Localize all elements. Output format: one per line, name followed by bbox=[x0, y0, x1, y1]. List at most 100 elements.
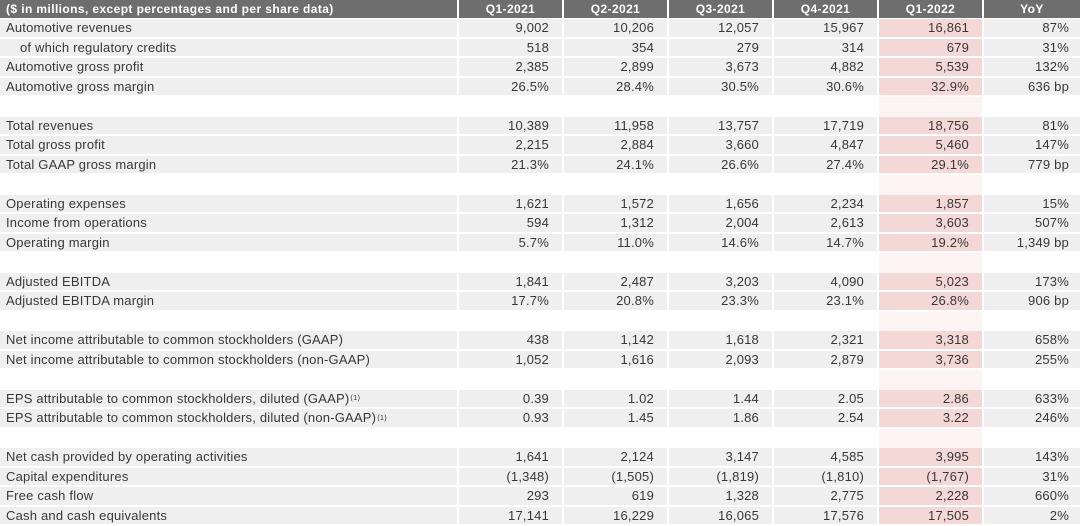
cell-q2-2021: 2,884 bbox=[562, 136, 667, 156]
cell-q2-2021: 20.8% bbox=[562, 292, 667, 312]
table-row: Total GAAP gross margin 21.3% 24.1% 26.6… bbox=[0, 155, 1080, 175]
cell-q3-2021: 16,065 bbox=[667, 506, 772, 526]
table-row: Operating expenses 1,621 1,572 1,656 2,2… bbox=[0, 194, 1080, 214]
row-label: Net cash provided by operating activitie… bbox=[0, 448, 457, 468]
cell-yoy: 31% bbox=[982, 38, 1080, 58]
spacer-cell bbox=[982, 175, 1080, 195]
spacer-cell bbox=[562, 175, 667, 195]
table-row: Cash and cash equivalents 17,141 16,229 … bbox=[0, 506, 1080, 526]
table-row: Net income attributable to common stockh… bbox=[0, 350, 1080, 370]
spacer-cell bbox=[0, 428, 457, 448]
spacer-cell bbox=[772, 97, 877, 117]
spacer-cell bbox=[562, 428, 667, 448]
cell-yoy: 660% bbox=[982, 487, 1080, 507]
cell-q1-2022-highlighted: 679 bbox=[877, 38, 982, 58]
cell-q1-2022-highlighted: 18,756 bbox=[877, 116, 982, 136]
row-label: Total gross profit bbox=[0, 136, 457, 156]
cell-q3-2021: 3,660 bbox=[667, 136, 772, 156]
spacer-cell bbox=[877, 175, 982, 195]
cell-q1-2021: 5.7% bbox=[457, 233, 562, 253]
cell-q4-2021: 17,719 bbox=[772, 116, 877, 136]
spacer-cell bbox=[0, 370, 457, 390]
cell-yoy: 255% bbox=[982, 350, 1080, 370]
cell-q3-2021: 2,093 bbox=[667, 350, 772, 370]
header-yoy: YoY bbox=[982, 0, 1080, 19]
cell-q4-2021: 15,967 bbox=[772, 19, 877, 39]
spacer-cell bbox=[0, 253, 457, 273]
cell-q4-2021: 4,847 bbox=[772, 136, 877, 156]
table-row: Adjusted EBITDA 1,841 2,487 3,203 4,090 … bbox=[0, 272, 1080, 292]
row-label: Total GAAP gross margin bbox=[0, 155, 457, 175]
table-body: Automotive revenues 9,002 10,206 12,057 … bbox=[0, 19, 1080, 526]
cell-q2-2021: 2,487 bbox=[562, 272, 667, 292]
cell-q4-2021: 2.05 bbox=[772, 389, 877, 409]
header-q2-2021: Q2-2021 bbox=[562, 0, 667, 19]
cell-q4-2021: 314 bbox=[772, 38, 877, 58]
header-q4-2021: Q4-2021 bbox=[772, 0, 877, 19]
cell-q4-2021: 27.4% bbox=[772, 155, 877, 175]
cell-yoy: 779 bp bbox=[982, 155, 1080, 175]
cell-q4-2021: 4,882 bbox=[772, 58, 877, 78]
spacer-cell bbox=[772, 311, 877, 331]
cell-q1-2022-highlighted: 2.86 bbox=[877, 389, 982, 409]
row-label: Net income attributable to common stockh… bbox=[0, 331, 457, 351]
spacer-cell bbox=[667, 370, 772, 390]
row-label: Free cash flow bbox=[0, 487, 457, 507]
cell-q2-2021: 2,899 bbox=[562, 58, 667, 78]
cell-q1-2022-highlighted: 32.9% bbox=[877, 77, 982, 97]
cell-q1-2022-highlighted: 1,857 bbox=[877, 194, 982, 214]
cell-q4-2021: 23.1% bbox=[772, 292, 877, 312]
cell-q1-2022-highlighted: 3.22 bbox=[877, 409, 982, 429]
cell-q3-2021: 26.6% bbox=[667, 155, 772, 175]
cell-q1-2022-highlighted: 5,460 bbox=[877, 136, 982, 156]
row-label: Automotive revenues bbox=[0, 19, 457, 39]
row-label: Adjusted EBITDA bbox=[0, 272, 457, 292]
cell-q4-2021: 4,585 bbox=[772, 448, 877, 468]
cell-q2-2021: 619 bbox=[562, 487, 667, 507]
cell-q4-2021: 2,234 bbox=[772, 194, 877, 214]
section-spacer-row bbox=[0, 311, 1080, 331]
cell-q4-2021: 2,321 bbox=[772, 331, 877, 351]
cell-q1-2021: 293 bbox=[457, 487, 562, 507]
row-label: EPS attributable to common stockholders,… bbox=[0, 389, 457, 409]
cell-q3-2021: 12,057 bbox=[667, 19, 772, 39]
table-row: of which regulatory credits 518 354 279 … bbox=[0, 38, 1080, 58]
cell-q3-2021: 14.6% bbox=[667, 233, 772, 253]
row-label: Operating margin bbox=[0, 233, 457, 253]
cell-q1-2021: 21.3% bbox=[457, 155, 562, 175]
cell-yoy: 2% bbox=[982, 506, 1080, 526]
cell-q1-2021: 10,389 bbox=[457, 116, 562, 136]
row-label: EPS attributable to common stockholders,… bbox=[0, 409, 457, 429]
spacer-cell bbox=[562, 370, 667, 390]
cell-q1-2021: (1,348) bbox=[457, 467, 562, 487]
cell-yoy: 173% bbox=[982, 272, 1080, 292]
cell-q1-2021: 26.5% bbox=[457, 77, 562, 97]
cell-q2-2021: 11.0% bbox=[562, 233, 667, 253]
header-q1-2022: Q1-2022 bbox=[877, 0, 982, 19]
row-label: Capital expenditures bbox=[0, 467, 457, 487]
table-row: Adjusted EBITDA margin 17.7% 20.8% 23.3%… bbox=[0, 292, 1080, 312]
cell-q2-2021: 10,206 bbox=[562, 19, 667, 39]
cell-yoy: 246% bbox=[982, 409, 1080, 429]
cell-q2-2021: 2,124 bbox=[562, 448, 667, 468]
row-label: Cash and cash equivalents bbox=[0, 506, 457, 526]
spacer-cell bbox=[0, 175, 457, 195]
cell-q1-2021: 2,215 bbox=[457, 136, 562, 156]
section-spacer-row bbox=[0, 370, 1080, 390]
cell-q1-2022-highlighted: 3,736 bbox=[877, 350, 982, 370]
spacer-cell bbox=[667, 428, 772, 448]
cell-q2-2021: 1.02 bbox=[562, 389, 667, 409]
cell-q1-2021: 1,052 bbox=[457, 350, 562, 370]
cell-q1-2021: 1,641 bbox=[457, 448, 562, 468]
row-label: Net income attributable to common stockh… bbox=[0, 350, 457, 370]
cell-q1-2021: 0.39 bbox=[457, 389, 562, 409]
cell-q4-2021: 2,613 bbox=[772, 214, 877, 234]
spacer-cell bbox=[562, 253, 667, 273]
cell-q1-2022-highlighted: 17,505 bbox=[877, 506, 982, 526]
cell-q2-2021: 11,958 bbox=[562, 116, 667, 136]
cell-q3-2021: 3,203 bbox=[667, 272, 772, 292]
cell-q1-2022-highlighted: 2,228 bbox=[877, 487, 982, 507]
cell-q3-2021: 3,673 bbox=[667, 58, 772, 78]
table-row: Total revenues 10,389 11,958 13,757 17,7… bbox=[0, 116, 1080, 136]
cell-q1-2022-highlighted: 3,603 bbox=[877, 214, 982, 234]
